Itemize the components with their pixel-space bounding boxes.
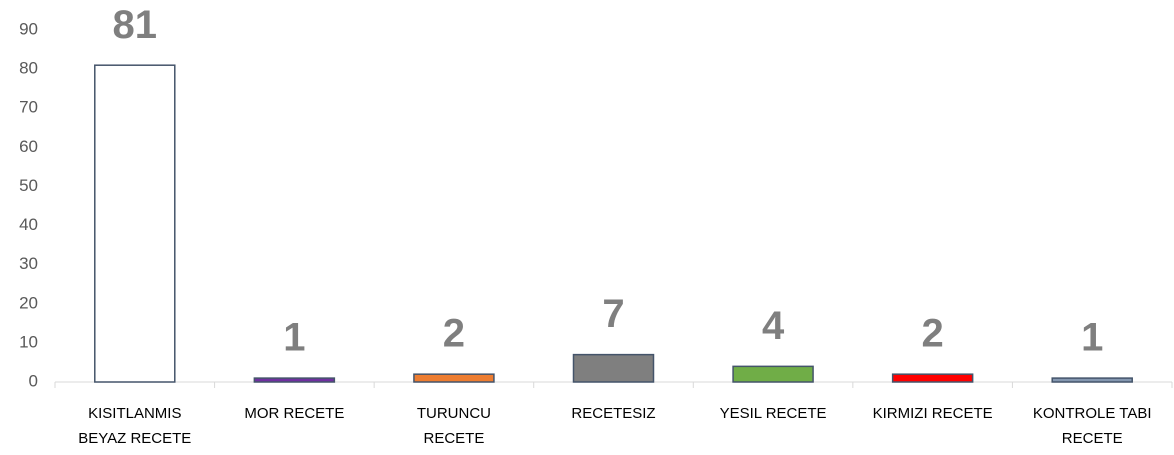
x-tick-label: KIRMIZI RECETE (872, 405, 993, 422)
bar (891, 373, 974, 383)
y-tick-label: 40 (19, 215, 38, 234)
value-label: 4 (762, 304, 785, 348)
y-tick-label: 10 (19, 332, 38, 351)
value-label: 1 (283, 316, 305, 360)
value-label: 2 (922, 312, 944, 356)
x-tick-label: RECETESIZ (571, 405, 656, 422)
bar (732, 365, 814, 383)
bar (253, 377, 336, 383)
bar (94, 64, 176, 383)
value-label: 1 (1081, 316, 1103, 360)
y-tick-label: 60 (19, 137, 38, 156)
y-tick-label: 20 (19, 293, 38, 312)
x-tick-label: KONTROLE TABI RECETE (1032, 405, 1152, 447)
bar (572, 353, 655, 383)
value-label: 2 (443, 312, 465, 356)
bar (413, 373, 495, 383)
value-label: 81 (113, 3, 158, 47)
x-tick-label: TURUNCU RECETE (416, 405, 491, 447)
y-tick-label: 80 (19, 59, 38, 78)
y-tick-label: 90 (19, 19, 38, 38)
y-tick-label: 0 (29, 371, 38, 390)
value-label: 7 (602, 292, 624, 336)
x-tick-label: MOR RECETE (244, 405, 345, 422)
bar (1051, 377, 1133, 383)
y-tick-label: 50 (19, 176, 38, 195)
y-tick-label: 70 (19, 98, 38, 117)
x-tick-label: KISITLANMIS BEYAZ RECETE (78, 405, 192, 447)
x-tick-label: YESIL RECETE (719, 405, 827, 422)
y-tick-label: 30 (19, 254, 38, 273)
